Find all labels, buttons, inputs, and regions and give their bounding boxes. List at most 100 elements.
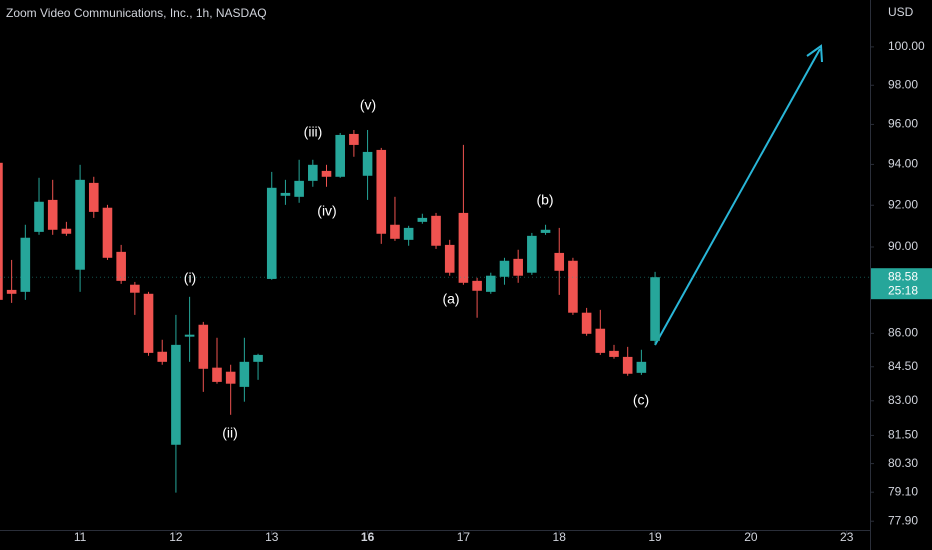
x-tick-label: 19 xyxy=(648,530,662,544)
candle-body xyxy=(88,182,99,212)
price-label: 88.58 xyxy=(888,269,918,283)
candle xyxy=(485,272,496,294)
candle-body xyxy=(184,334,195,337)
candle-body xyxy=(171,344,181,445)
wave-label: (iv) xyxy=(317,203,336,219)
x-tick-label: 11 xyxy=(74,530,87,544)
candle-body xyxy=(444,244,455,273)
candle-body xyxy=(253,354,263,362)
candle xyxy=(403,225,414,246)
candle-body xyxy=(622,356,633,374)
candle-body xyxy=(280,192,291,196)
y-tick-label: 80.30 xyxy=(888,456,918,470)
candle xyxy=(225,364,236,415)
candle xyxy=(472,277,482,318)
candle xyxy=(171,314,181,493)
candle xyxy=(212,337,222,384)
candle xyxy=(34,177,44,235)
candle xyxy=(294,159,304,203)
candle-body xyxy=(513,258,523,276)
candle-body xyxy=(376,149,387,234)
candle xyxy=(554,227,565,295)
candle xyxy=(650,271,660,345)
candle-body xyxy=(143,293,154,353)
y-tick-label: 86.00 xyxy=(888,326,918,340)
y-tick-label: 96.00 xyxy=(888,117,918,131)
candle-body xyxy=(20,237,31,292)
candle xyxy=(116,244,126,284)
countdown-label: 25:18 xyxy=(888,283,918,297)
x-tick-label: 13 xyxy=(265,530,279,544)
candle-body xyxy=(75,179,85,270)
candle xyxy=(362,129,373,200)
currency-label: USD xyxy=(888,5,914,19)
candle-body xyxy=(609,350,619,357)
candle-body xyxy=(308,164,318,181)
y-tick-label: 94.00 xyxy=(888,157,918,171)
candle-body xyxy=(403,227,414,240)
candle xyxy=(595,309,606,355)
candle-body xyxy=(335,134,345,177)
candle-body xyxy=(362,151,373,176)
candle-body xyxy=(595,328,606,353)
candle xyxy=(636,349,647,375)
candle xyxy=(143,291,154,356)
candle xyxy=(540,224,551,235)
candle-body xyxy=(417,217,428,222)
y-tick-label: 92.00 xyxy=(888,197,918,211)
x-tick-label: 18 xyxy=(553,530,567,544)
candle-body xyxy=(636,361,647,373)
price-label-box xyxy=(871,268,932,300)
candle xyxy=(417,213,428,224)
candle xyxy=(581,307,592,336)
wave-label: (a) xyxy=(442,291,459,307)
candle xyxy=(308,159,318,187)
wave-label: (i) xyxy=(184,270,196,286)
candle-body xyxy=(0,162,3,300)
wave-label: (iii) xyxy=(304,124,323,140)
candle xyxy=(6,259,17,303)
projection-arrow xyxy=(654,44,823,346)
candle xyxy=(431,212,441,249)
candle xyxy=(390,196,400,241)
candle-body xyxy=(34,201,44,232)
candle xyxy=(499,257,510,285)
candle-body xyxy=(61,228,72,234)
candle-body xyxy=(485,275,496,292)
candle xyxy=(622,346,633,376)
candle xyxy=(0,162,3,300)
candle xyxy=(609,344,619,359)
candle xyxy=(157,339,168,365)
wave-label: (ii) xyxy=(222,425,238,441)
candle xyxy=(376,147,387,244)
candle xyxy=(198,321,209,392)
y-tick-label: 81.50 xyxy=(888,428,918,442)
candle xyxy=(75,164,85,292)
candle xyxy=(335,132,345,178)
chart-title: Zoom Video Communications, Inc., 1h, NAS… xyxy=(6,6,267,20)
candle-body xyxy=(390,224,400,239)
wave-label: (v) xyxy=(360,97,376,113)
candle-body xyxy=(321,170,332,177)
candle xyxy=(513,249,523,283)
candle xyxy=(321,164,332,187)
candle xyxy=(61,221,72,236)
candle-body xyxy=(431,215,441,246)
candle-body xyxy=(239,361,250,387)
candle xyxy=(349,129,359,157)
x-tick-label: 17 xyxy=(457,530,471,544)
candle-body xyxy=(212,367,222,382)
y-tick-label: 84.50 xyxy=(888,359,918,373)
candle-body xyxy=(349,133,359,145)
x-tick-label: 12 xyxy=(169,530,183,544)
y-tick-label: 100.00 xyxy=(888,39,925,53)
candle-body xyxy=(458,212,469,283)
candle-body xyxy=(650,277,660,341)
candle-body xyxy=(6,289,17,294)
candle-body xyxy=(527,235,537,273)
candle-body xyxy=(540,229,551,233)
candle-body xyxy=(102,207,113,258)
candle xyxy=(253,353,263,380)
candle-body xyxy=(130,284,140,293)
